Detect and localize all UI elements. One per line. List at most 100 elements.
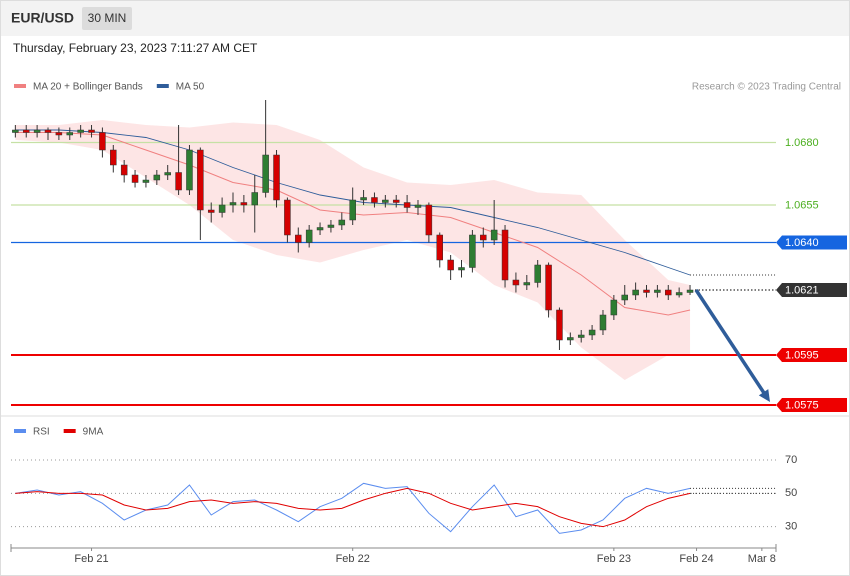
chart-title: EUR/USD [11,10,74,26]
candle-body [153,174,161,181]
candle-body [251,192,259,206]
candle-body [186,149,193,191]
candle-body [534,264,541,283]
candle-body [371,197,378,203]
candle-body [621,294,628,301]
rsi-line [15,482,691,534]
forecast-arrowhead [758,389,770,402]
x-tick-label: Feb 22 [336,553,370,565]
legend-label: MA 20 + Bollinger Bands [33,82,143,93]
level-label: 1.0680 [785,137,819,149]
y-tick-label: 70 [785,454,797,466]
candle-body [686,289,694,293]
candle-body [66,132,74,136]
candle-body [131,174,139,183]
legend-label: RSI [33,427,50,438]
candle-body [197,149,204,211]
x-tick-label: Feb 21 [74,553,108,565]
legend-swatch [156,84,169,88]
candle-body [469,234,476,268]
candle-body [218,204,226,213]
candle-body [414,204,422,208]
legend-swatch [14,84,26,88]
candle-body [501,229,509,281]
candle-body [436,234,443,261]
candle-body [523,282,531,286]
candle-body [316,227,324,231]
candle-body [480,234,487,241]
candle-body [643,289,650,293]
level-label: 1.0621 [785,284,819,296]
candle-body [77,129,84,133]
x-tick-label: Feb 23 [597,553,631,565]
candle-body [44,129,52,133]
candle-body [295,234,302,243]
candle-body [458,267,465,271]
candle-body [654,289,661,293]
level-label: 1.0575 [785,399,819,411]
candle-body [33,129,41,133]
candle-body [577,334,585,338]
legend-swatch [14,429,26,433]
candle-body [55,132,63,136]
level-tag [776,235,847,250]
x-tick-label: Mar 8 [748,553,776,565]
y-tick-label: 30 [785,521,797,533]
credit: Research © 2023 Trading Central [692,82,841,93]
candle-body [164,172,171,176]
candle-body [273,154,280,201]
candle-body [382,199,389,203]
candle-body [284,199,291,236]
candle-body [349,199,356,221]
level-label: 1.0640 [785,237,819,249]
candle-body [610,299,618,316]
level-tag [776,348,847,362]
candle-body [338,219,346,226]
candle-body [512,279,520,286]
timeframe: 30 MIN [88,11,127,25]
y-tick-label: 50 [785,487,797,499]
level-label: 1.0595 [785,349,819,361]
candle-body [360,197,367,201]
candle-body [175,172,182,191]
candle-body [88,129,95,133]
candle-body [12,129,19,133]
candle-body [22,129,30,133]
candle-body [110,149,117,166]
legend-label: 9MA [83,427,104,438]
bollinger-band [15,120,691,380]
candle-body [665,289,672,296]
candle-body [305,229,313,243]
level-tag [776,398,847,412]
candle-body [599,314,607,331]
candle-body [556,309,563,341]
candle-body [425,204,433,236]
candle-body [447,259,454,271]
candle-body [588,329,596,336]
candle-body [262,154,269,193]
subtitle: Thursday, February 23, 2023 7:11:27 AM C… [13,41,258,55]
candle-body [229,202,237,206]
timeframe-box [82,7,132,30]
legend-swatch [63,429,76,433]
legend-label: MA 50 [176,82,205,93]
candle-body [545,264,552,311]
forecast-arrow [694,289,768,397]
candle-body [567,337,574,341]
candle-body [207,209,215,213]
rsi-line [15,487,691,528]
level-tag [776,283,847,297]
candle-body [327,224,335,228]
level-label: 1.0655 [785,199,819,211]
header-bar [1,1,849,36]
candle-body [490,229,498,241]
candle-body [675,292,683,296]
candle-body [120,164,128,176]
candle-body [392,199,400,203]
x-tick-label: Feb 24 [679,553,713,565]
candle-body [632,289,639,296]
ma-line [15,132,691,316]
candle-body [142,179,150,183]
